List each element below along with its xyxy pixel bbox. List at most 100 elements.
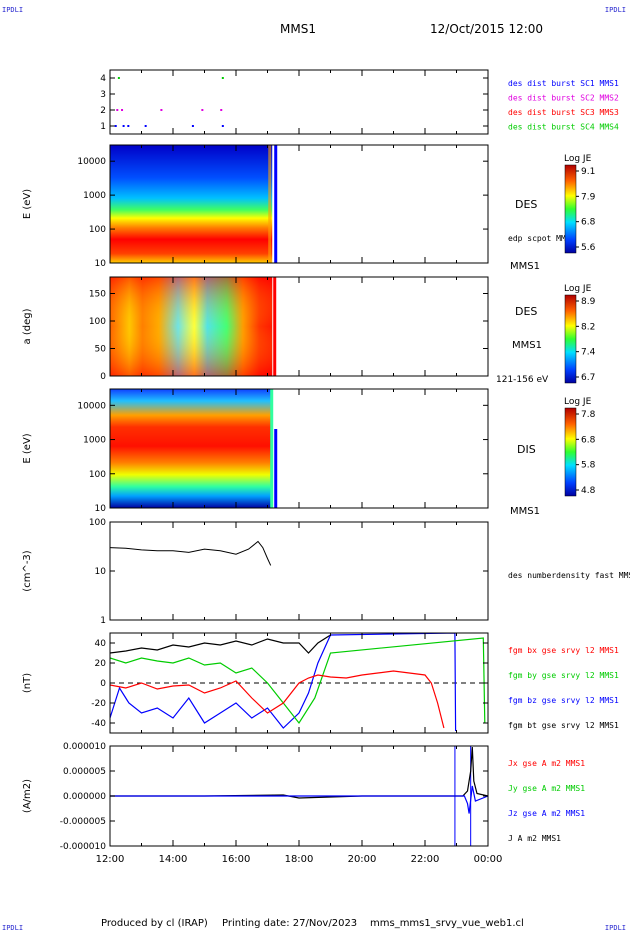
dis-energy-colorbar (564, 407, 577, 497)
des-pitch-colorbar-title: Log JE (564, 284, 592, 294)
x-tick-label: 12:00 (96, 854, 125, 865)
des-pitch-overlay (110, 277, 273, 376)
des-energy-y-tick-label: 10 (95, 259, 107, 269)
des-pitch-colorbar-tick-label: 8.2 (581, 322, 595, 332)
current-y-tick-label: -0.000005 (60, 817, 106, 827)
des-energy-colorbar-tick-label: 5.6 (581, 243, 596, 253)
density-y-label: (cm^-3) (22, 550, 33, 591)
fgm-y-tick-label: 40 (95, 639, 107, 649)
burst-mark (127, 125, 130, 127)
burst-y-tick-label: 4 (100, 74, 106, 84)
density-y-tick-label: 1 (100, 616, 106, 626)
burst-legend-entry: des dist burst SC3 MMS3 (508, 108, 619, 117)
current-legend-entry: J A m2 MMS1 (508, 834, 561, 843)
fgm-series-line (110, 633, 457, 732)
des-energy-spectrogram (110, 145, 273, 263)
burst-mark (116, 109, 119, 111)
des-energy-gap-column (274, 145, 278, 263)
density-series-line (109, 540, 272, 566)
dis-energy-y-label: E (eV) (22, 433, 33, 463)
burst-mark (144, 125, 147, 127)
current-y-tick-label: -0.000010 (60, 842, 106, 852)
fgm-legend-entry: fgm bt gse srvy l2 MMS1 (508, 721, 619, 730)
dis-energy-y-tick-label: 10 (95, 504, 107, 514)
des-energy-colorbar-tick-label: 6.8 (581, 218, 596, 228)
des-pitch-sc-label: MMS1 (512, 340, 542, 351)
des-pitch-colorbar-tick-label: 6.7 (581, 373, 595, 383)
burst-mark (221, 77, 224, 79)
corner-mark-tl: IPDLI (2, 6, 24, 14)
dis-energy-colorbar-tick-label: 7.8 (581, 410, 596, 420)
des-energy-colorbar-tick-label: 7.9 (581, 192, 596, 202)
dis-energy-edge (270, 389, 274, 508)
burst-y-tick-label: 1 (100, 122, 106, 132)
current-y-tick-label: 0.000000 (63, 792, 106, 802)
burst-legend-entry: des dist burst SC2 MMS2 (508, 94, 619, 103)
des-pitch-edge (273, 277, 277, 376)
x-tick-label: 14:00 (159, 854, 188, 865)
burst-legend-entry: des dist burst SC4 MMS4 (508, 123, 619, 132)
x-tick-label: 16:00 (222, 854, 251, 865)
corner-mark-bl: IPDLI (2, 924, 24, 932)
fgm-series-line (110, 634, 331, 654)
x-tick-label: 18:00 (285, 854, 314, 865)
current-legend-entry: Jz gse A m2 MMS1 (508, 809, 585, 818)
dis-energy-colorbar-title: Log JE (564, 397, 592, 407)
dis-energy-y-tick-label: 10000 (77, 401, 106, 411)
burst-mark (117, 77, 120, 79)
burst-y-tick-label: 2 (100, 106, 106, 116)
des-pitch-y-tick-label: 0 (100, 372, 106, 382)
fgm-legend-entry: fgm by gse srvy l2 MMS1 (508, 671, 619, 680)
fgm-series-line (110, 670, 445, 729)
des-energy-y-tick-label: 10000 (77, 157, 106, 167)
burst-legend-entry: des dist burst SC1 MMS1 (508, 79, 619, 88)
scpot-label: edp scpot MMS1 (508, 234, 576, 243)
burst-mark (220, 109, 223, 111)
dis-energy-colorbar-tick-label: 6.8 (581, 435, 596, 445)
dis-energy-species-label: DIS (517, 443, 536, 456)
des-energy-colorbar-tick-label: 9.1 (581, 167, 595, 177)
dis-energy-gap-column (274, 429, 278, 508)
plot-datetime: 12/Oct/2015 12:00 (430, 22, 544, 36)
des-energy-sc-label: MMS1 (510, 261, 540, 272)
x-tick-label: 00:00 (474, 854, 503, 865)
spacecraft-title: MMS1 (280, 22, 316, 36)
burst-mark (114, 125, 117, 127)
dis-energy-y-tick-label: 100 (89, 470, 106, 480)
burst-mark (221, 125, 224, 127)
density-y-tick-label: 10 (95, 567, 107, 577)
des-pitch-y-tick-label: 100 (89, 317, 106, 327)
density-legend-entry: des numberdensity fast MMS1 (508, 571, 630, 580)
current-legend-entry: Jy gse A m2 MMS1 (508, 784, 585, 793)
fgm-y-label: (nT) (22, 673, 33, 693)
des-pitch-energy-label: 121-156 eV (496, 375, 549, 385)
des-pitch-y-label: a (deg) (22, 308, 33, 344)
current-y-tick-label: 0.000005 (63, 767, 106, 777)
footer-printing-date: Printing date: 27/Nov/2023 (222, 918, 358, 929)
dis-energy-spectrogram (110, 389, 273, 508)
burst-y-tick-label: 3 (100, 90, 106, 100)
des-pitch-colorbar (564, 294, 577, 384)
fgm-series-group (110, 633, 488, 732)
corner-mark-br: IPDLI (604, 924, 626, 932)
burst-mark (201, 109, 204, 111)
fgm-y-tick-label: -20 (91, 699, 106, 709)
burst-panel-frame (109, 69, 489, 135)
fgm-y-tick-label: -40 (91, 719, 106, 729)
dis-energy-sc-label: MMS1 (510, 506, 540, 517)
current-y-label: (A/m2) (22, 779, 33, 813)
current-series-line (110, 746, 489, 799)
fgm-series-line (110, 637, 486, 725)
fgm-y-tick-label: 0 (100, 679, 106, 689)
dis-energy-colorbar-tick-label: 4.8 (581, 486, 596, 496)
des-pitch-colorbar-tick-label: 7.4 (581, 348, 596, 358)
current-legend-entry: Jx gse A m2 MMS1 (508, 759, 585, 768)
des-pitch-colorbar-tick-label: 8.9 (581, 297, 596, 307)
burst-mark (121, 109, 124, 111)
des-pitch-y-tick-label: 150 (89, 290, 106, 300)
des-energy-y-label: E (eV) (22, 189, 33, 219)
fgm-legend-entry: fgm bx gse srvy l2 MMS1 (508, 646, 619, 655)
des-pitch-y-tick-label: 50 (95, 345, 107, 355)
x-tick-label: 22:00 (411, 854, 440, 865)
